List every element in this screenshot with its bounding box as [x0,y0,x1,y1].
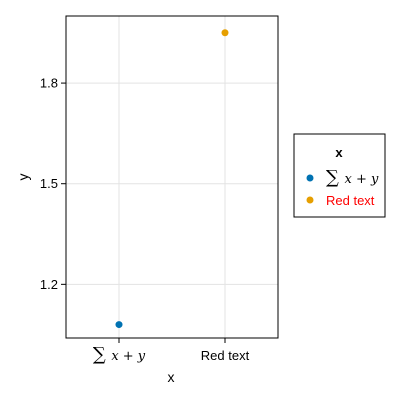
data-point [221,29,229,37]
x-axis-label: x [168,369,175,385]
x-tick-label-sum: ∑ x + y [93,344,146,365]
x-tick-label-red-text: Red text [201,348,250,363]
legend-marker-sum [306,174,314,182]
data-point [115,321,123,329]
sigma-symbol: ∑ [93,344,106,365]
plot-frame [65,15,279,339]
legend-marker-red-text [306,196,314,204]
legend-title: x [335,145,343,160]
y-axis-ticks: 1.2 1.5 1.8 [40,76,66,292]
x-axis-ticks: ∑ x + y Red text [93,338,250,365]
data-points [115,29,229,329]
legend: x ∑ x + y Red text [293,133,386,218]
y-tick-label: 1.2 [40,277,58,292]
y-tick-label: 1.5 [40,176,58,191]
legend-label-red-text: Red text [326,193,375,208]
math-expr: x + y [111,349,145,364]
math-expr: x + y [344,172,378,187]
legend-box [293,133,386,218]
y-tick-label: 1.8 [40,76,58,91]
legend-label-sum: ∑ x + y [326,167,379,188]
sigma-symbol: ∑ [326,167,339,188]
y-axis-label: y [15,174,31,181]
grid [66,16,278,338]
